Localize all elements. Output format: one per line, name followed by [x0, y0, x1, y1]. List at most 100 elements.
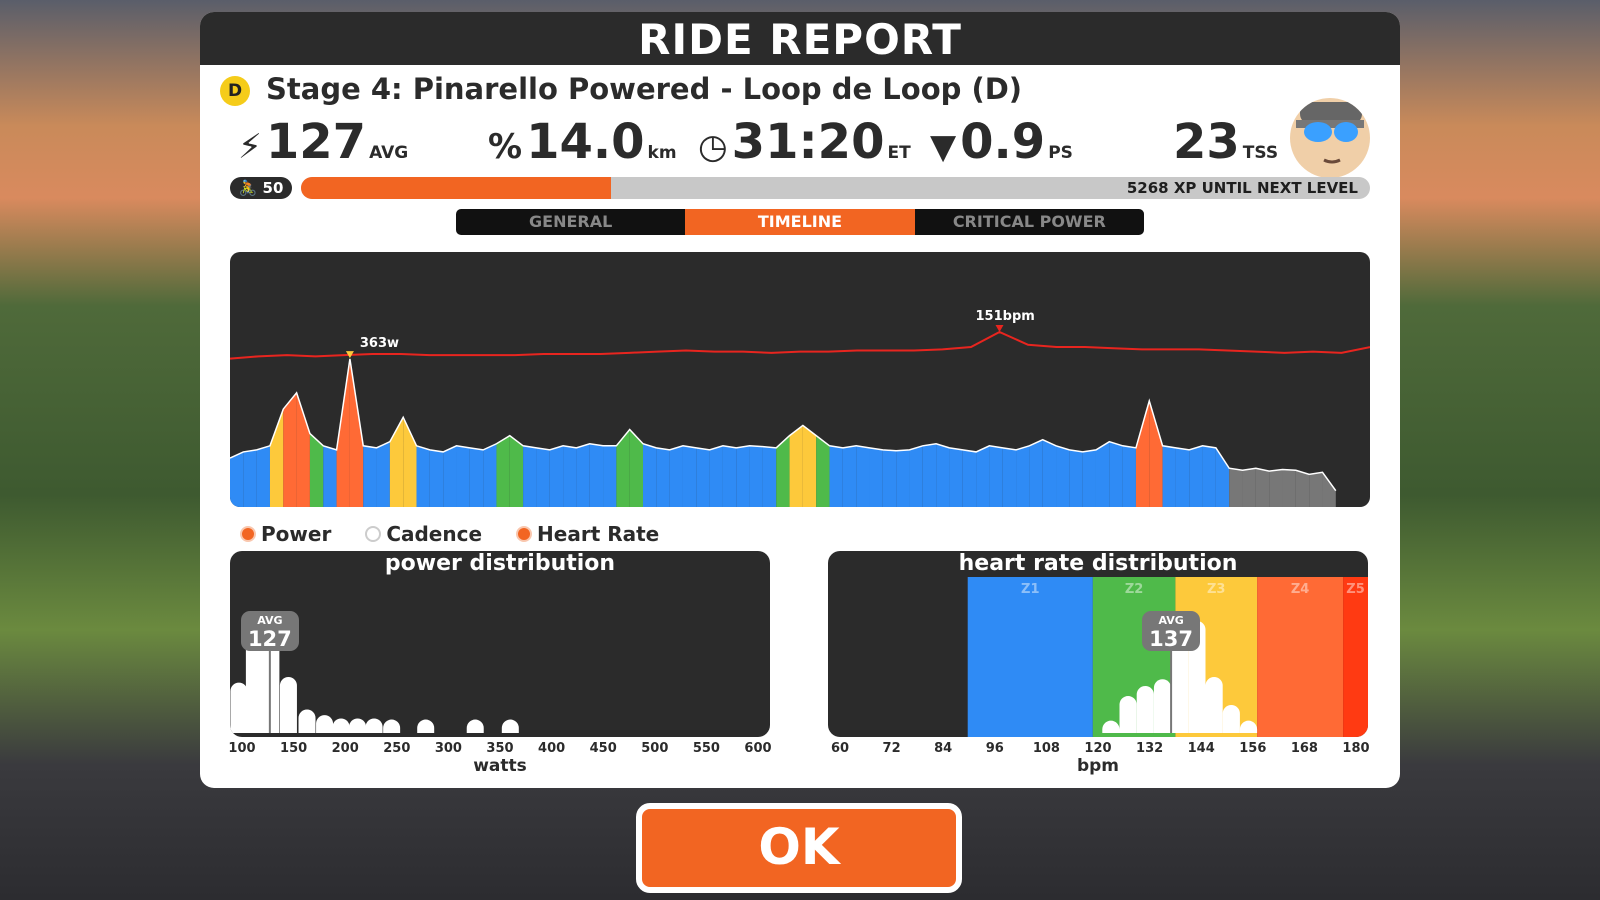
- max-hr-label: 151bpm: [976, 309, 1035, 324]
- axis-tick-label: 550: [692, 741, 720, 756]
- power-area-segment: [336, 358, 350, 507]
- power-area-segment: [1109, 441, 1123, 507]
- power-area-segment: [816, 435, 830, 507]
- power-area-segment: [389, 417, 404, 507]
- legend-heart-rate-toggle[interactable]: Heart Rate: [516, 522, 659, 546]
- power-area-segment: [1175, 447, 1190, 507]
- power-area-segment: [976, 445, 990, 507]
- xp-remaining-text: 5268 XP UNTIL NEXT LEVEL: [1126, 179, 1358, 197]
- power-area-segment: [909, 445, 923, 507]
- ride-name: Stage 4: Pinarello Powered - Loop de Loo…: [266, 72, 1023, 106]
- power-area-segment: [376, 441, 390, 507]
- power-area-segment: [896, 449, 910, 507]
- power-area-segment: [1069, 449, 1083, 507]
- histogram-bar: [466, 719, 484, 733]
- legend-power-toggle[interactable]: Power: [240, 522, 331, 546]
- power-area-segment: [882, 449, 897, 507]
- power-area-segment: [1242, 468, 1256, 507]
- radio-on-icon: [240, 526, 256, 542]
- avg-label: AVG: [1158, 614, 1184, 627]
- power-area-segment: [616, 429, 630, 507]
- axis-tick-label: 150: [280, 741, 308, 756]
- power-area-segment: [563, 445, 577, 507]
- stat-avg-power: ⚡ 127 AVG: [238, 114, 409, 170]
- power-area-segment: [1056, 445, 1070, 507]
- power-area-segment: [856, 445, 870, 507]
- power-area-segment: [802, 425, 817, 507]
- max-power-marker: [345, 351, 354, 359]
- axis-tick-label: 120: [1084, 741, 1112, 756]
- axis-tick-label: 108: [1032, 741, 1060, 756]
- power-area-segment: [1189, 445, 1203, 507]
- power-area-segment: [776, 435, 790, 507]
- power-area-segment: [1042, 439, 1057, 507]
- power-area-segment: [736, 445, 750, 507]
- histogram-bar: [383, 719, 401, 733]
- timeline-svg: 363w 151bpm: [230, 309, 1370, 507]
- axis-tick-label: 60: [830, 741, 850, 756]
- power-area-segment: [656, 447, 670, 507]
- axis-tick-label: 200: [331, 741, 359, 756]
- histogram-bar: [1205, 677, 1223, 733]
- axis-tick-label: 132: [1136, 741, 1164, 756]
- power-area-segment: [456, 445, 470, 507]
- distance-icon: %: [488, 127, 523, 167]
- axis-tick-label: 84: [934, 741, 953, 756]
- power-area-segment: [949, 447, 963, 507]
- axis-tick-label: 180: [1342, 741, 1370, 756]
- power-area-segment: [1202, 445, 1216, 507]
- tab-critical-power[interactable]: CRITICAL POWER: [952, 212, 1106, 231]
- avg-marker: AVG 127: [240, 611, 299, 651]
- power-area-segment: [1122, 445, 1136, 507]
- zone-band-z1: [967, 577, 1093, 737]
- power-area-segment: [603, 445, 617, 507]
- power-area-segment: [309, 433, 324, 507]
- radio-on-icon: [516, 526, 533, 542]
- avatar: [1290, 98, 1370, 178]
- power-distribution-chart: power distribution AVG 127: [230, 551, 770, 737]
- power-area-segment: [1309, 472, 1323, 507]
- power-area-segment: [1282, 469, 1296, 507]
- power-area-segment: [523, 445, 537, 507]
- power-area-segment: [696, 447, 710, 507]
- axis-tick-label: 144: [1187, 741, 1215, 756]
- timeline-chart: 363w 151bpm: [230, 252, 1370, 507]
- zone-band-z5: [1343, 577, 1368, 737]
- hr-axis-ticks: 60 72 84 96 108 120 132 144 156 168 180: [828, 741, 1370, 757]
- power-area-segment: [682, 445, 697, 507]
- axis-tick-label: 500: [641, 741, 669, 756]
- axis-tick-label: 450: [589, 741, 617, 756]
- histogram-bar: [1239, 720, 1258, 733]
- histogram-bar: [417, 719, 435, 733]
- power-histogram: [230, 621, 519, 733]
- power-axis-label: watts: [473, 756, 527, 776]
- ok-button[interactable]: OK: [636, 803, 962, 893]
- power-area-segment: [429, 449, 444, 507]
- zone-label: Z1: [1021, 582, 1039, 597]
- heart-rate-distribution-title: heart rate distribution: [958, 551, 1238, 576]
- histogram-bar: [1102, 720, 1120, 733]
- power-area-segment: [842, 445, 857, 507]
- tab-timeline[interactable]: TIMELINE: [685, 209, 915, 235]
- power-area-segment: [962, 449, 977, 507]
- level-badge: 🚴 50: [230, 177, 292, 199]
- power-area-segment: [789, 425, 803, 507]
- axis-tick-label: 100: [228, 741, 256, 756]
- power-area-segment: [829, 445, 843, 507]
- histogram-bar: [1222, 705, 1240, 733]
- histogram-bar: [279, 677, 297, 733]
- power-area-segment: [443, 445, 457, 507]
- histogram-bar: [332, 718, 350, 733]
- histogram-bar: [365, 718, 383, 733]
- hr-axis-label: bpm: [1076, 756, 1120, 776]
- legend-cadence-toggle[interactable]: Cadence: [365, 522, 482, 546]
- power-line: [230, 358, 1337, 492]
- power-area-segment: [1322, 472, 1336, 507]
- zone-label: Z5: [1346, 582, 1364, 597]
- power-area-segment: [1295, 470, 1310, 507]
- axis-tick-label: 96: [985, 741, 1004, 756]
- heart-rate-line: [230, 330, 1370, 360]
- cyclist-icon: 🚴: [238, 179, 258, 197]
- tab-general[interactable]: GENERAL: [529, 212, 613, 231]
- axis-tick-label: 600: [744, 741, 772, 756]
